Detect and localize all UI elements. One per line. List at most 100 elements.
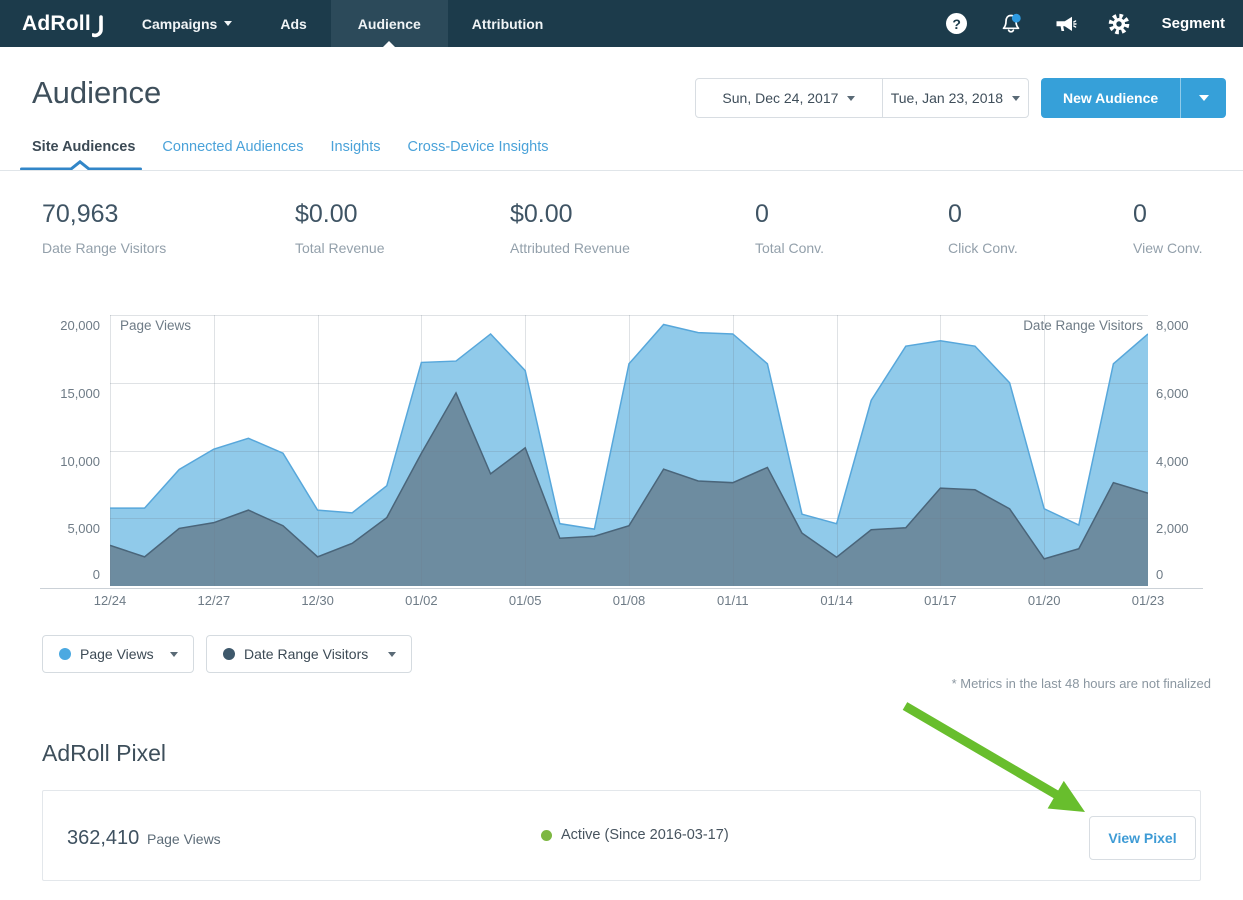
chevron-down-icon xyxy=(1199,95,1209,101)
date-range-picker: Sun, Dec 24, 2017 Tue, Jan 23, 2018 xyxy=(695,78,1029,118)
tab-cross-device-insights[interactable]: Cross-Device Insights xyxy=(407,139,548,155)
tick-label: 12/30 xyxy=(288,593,348,609)
tick-label: 01/02 xyxy=(391,593,451,609)
chevron-down-icon xyxy=(388,652,396,657)
x-axis-line xyxy=(40,588,1203,589)
stat-label: Click Conv. xyxy=(948,240,1018,256)
tick-label: 01/14 xyxy=(807,593,867,609)
pixel-section-heading: AdRoll Pixel xyxy=(42,740,166,767)
right-axis-tick-labels: 8,000 6,000 4,000 2,000 0 xyxy=(1156,315,1216,586)
pixel-page-views-value: 362,410 xyxy=(67,827,139,850)
account-menu[interactable]: Segment xyxy=(1162,15,1225,32)
x-axis-tick-labels: 12/2412/2712/3001/0201/0501/0801/1101/14… xyxy=(110,593,1148,609)
stat-label: Total Conv. xyxy=(755,240,824,256)
tick-label: 12/27 xyxy=(184,593,244,609)
tick-label: 20,000 xyxy=(60,318,100,334)
stat-value: $0.00 xyxy=(510,200,630,229)
legend-dropdown-date-range-visitors[interactable]: Date Range Visitors xyxy=(206,635,412,673)
end-date-value: Tue, Jan 23, 2018 xyxy=(891,90,1003,106)
nav-item-label: Ads xyxy=(280,16,306,32)
nav-item-ads[interactable]: Ads xyxy=(256,0,330,47)
end-date-select[interactable]: Tue, Jan 23, 2018 xyxy=(883,79,1028,117)
tick-label: 12/24 xyxy=(80,593,140,609)
pixel-status: Active (Since 2016-03-17) xyxy=(541,827,729,843)
nav-item-audience[interactable]: Audience xyxy=(331,0,448,47)
adroll-logo-hook-icon xyxy=(92,14,104,38)
stat-label: Total Revenue xyxy=(295,240,385,256)
chevron-down-icon xyxy=(224,21,232,26)
stat-value: 0 xyxy=(1133,200,1203,229)
page-views-series-dot xyxy=(59,648,71,660)
tabs-divider xyxy=(0,170,1243,171)
nav-item-attribution[interactable]: Attribution xyxy=(448,0,568,47)
tick-label: 15,000 xyxy=(60,386,100,402)
announcements-megaphone-icon[interactable] xyxy=(1052,11,1078,37)
left-axis-tick-labels: 20,000 15,000 10,000 5,000 0 xyxy=(25,315,100,586)
stat-value: 70,963 xyxy=(42,200,166,229)
stat-value: 0 xyxy=(948,200,1018,229)
tick-label: 6,000 xyxy=(1156,386,1189,402)
tick-label: 2,000 xyxy=(1156,521,1189,537)
tick-label: 8,000 xyxy=(1156,318,1189,334)
tick-label: 5,000 xyxy=(67,521,100,537)
stat-value: 0 xyxy=(755,200,824,229)
new-audience-dropdown-toggle[interactable] xyxy=(1180,78,1226,118)
active-status-dot xyxy=(541,830,552,841)
primary-nav: Campaigns Ads Audience Attribution xyxy=(118,0,567,47)
chevron-down-icon xyxy=(1012,96,1020,101)
stat-label: Date Range Visitors xyxy=(42,240,166,256)
view-pixel-button[interactable]: View Pixel xyxy=(1089,816,1196,860)
area-chart xyxy=(110,315,1148,586)
tick-label: 01/17 xyxy=(910,593,970,609)
nav-item-label: Audience xyxy=(358,16,421,32)
start-date-value: Sun, Dec 24, 2017 xyxy=(722,90,838,106)
stat-label: Attributed Revenue xyxy=(510,240,630,256)
nav-item-label: Attribution xyxy=(472,16,544,32)
stat-click-conv: 0 Click Conv. xyxy=(948,200,1018,256)
stat-date-range-visitors: 70,963 Date Range Visitors xyxy=(42,200,166,256)
legend-dropdown-page-views[interactable]: Page Views xyxy=(42,635,194,673)
stat-total-revenue: $0.00 Total Revenue xyxy=(295,200,385,256)
pixel-status-text: Active (Since 2016-03-17) xyxy=(561,827,729,843)
legend-label: Page Views xyxy=(80,646,154,662)
tick-label: 0 xyxy=(93,567,100,583)
tick-label: 01/11 xyxy=(703,593,763,609)
tab-connected-audiences[interactable]: Connected Audiences xyxy=(162,139,303,155)
tab-insights[interactable]: Insights xyxy=(331,139,381,155)
page-title: Audience xyxy=(32,75,161,111)
pixel-page-views-label: Page Views xyxy=(147,831,221,847)
pixel-card: 362,410 Page Views Active (Since 2016-03… xyxy=(42,790,1201,881)
stat-view-conv: 0 View Conv. xyxy=(1133,200,1203,256)
legend-label: Date Range Visitors xyxy=(244,646,368,662)
tick-label: 4,000 xyxy=(1156,454,1189,470)
navbar-right-controls: ? Segment xyxy=(916,0,1225,47)
adroll-logo[interactable]: AdRoll xyxy=(22,0,104,47)
help-icon[interactable]: ? xyxy=(944,11,970,37)
tick-label: 01/20 xyxy=(1014,593,1074,609)
new-audience-button[interactable]: New Audience xyxy=(1041,78,1180,118)
audience-tabs: Site Audiences Connected Audiences Insig… xyxy=(32,139,549,155)
chevron-down-icon xyxy=(847,96,855,101)
metrics-footnote: * Metrics in the last 48 hours are not f… xyxy=(952,676,1211,691)
stat-total-conv: 0 Total Conv. xyxy=(755,200,824,256)
chevron-down-icon xyxy=(170,652,178,657)
date-range-visitors-series-dot xyxy=(223,648,235,660)
nav-item-label: Campaigns xyxy=(142,16,217,32)
stat-attributed-revenue: $0.00 Attributed Revenue xyxy=(510,200,630,256)
nav-item-campaigns[interactable]: Campaigns xyxy=(118,0,256,47)
settings-gear-icon[interactable] xyxy=(1106,11,1132,37)
tick-label: 10,000 xyxy=(60,454,100,470)
active-tab-notch xyxy=(383,41,395,47)
stat-value: $0.00 xyxy=(295,200,385,229)
new-audience-split-button: New Audience xyxy=(1041,78,1226,118)
stat-label: View Conv. xyxy=(1133,240,1203,256)
notification-dot xyxy=(1012,13,1021,22)
tick-label: 01/23 xyxy=(1118,593,1178,609)
tick-label: 01/08 xyxy=(599,593,659,609)
tab-site-audiences[interactable]: Site Audiences xyxy=(32,139,135,155)
adroll-logo-text: AdRoll xyxy=(22,12,91,36)
notification-bell-icon[interactable] xyxy=(998,11,1024,37)
tick-label: 0 xyxy=(1156,567,1163,583)
start-date-select[interactable]: Sun, Dec 24, 2017 xyxy=(696,79,883,117)
top-navbar: AdRoll Campaigns Ads Audience Attributio… xyxy=(0,0,1243,47)
